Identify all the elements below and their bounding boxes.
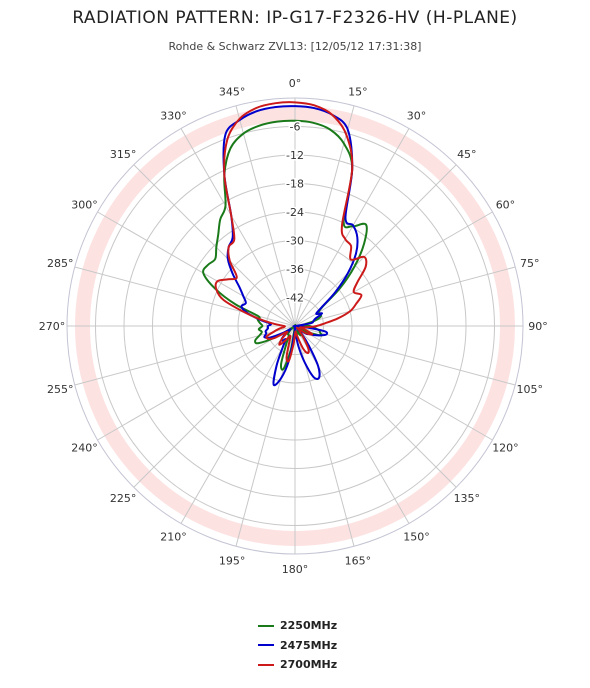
grid-spoke [294, 164, 457, 327]
series-line-2475MHz [222, 105, 359, 387]
angle-tick-label: 345° [219, 85, 246, 98]
legend-label: 2250MHz [280, 619, 338, 633]
grid-spoke [294, 266, 516, 327]
radial-tick-label: -30 [286, 235, 304, 248]
grid-spoke [133, 325, 296, 488]
angle-tick-label: 285° [47, 257, 74, 270]
radial-tick-label: -24 [286, 206, 304, 219]
grid-spoke [294, 325, 493, 441]
angle-tick-label: 120° [492, 442, 519, 455]
angle-tick-label: 225° [110, 492, 137, 505]
legend-label: 2700MHz [280, 658, 338, 672]
series-line-2700MHz [214, 101, 368, 363]
grid-spoke [97, 211, 296, 327]
angle-tick-label: 15° [348, 85, 368, 98]
angle-tick-label: 0° [289, 77, 302, 90]
angle-tick-label: 45° [457, 148, 477, 161]
grid-spoke [235, 325, 296, 547]
legend: 2250MHz 2475MHz 2700MHz [258, 616, 337, 675]
legend-item[interactable]: 2700MHz [258, 655, 337, 675]
angle-tick-label: 135° [454, 492, 481, 505]
angle-tick-label: 60° [496, 199, 516, 212]
radial-tick-label: -36 [286, 263, 304, 276]
angle-tick-label: 165° [345, 555, 372, 568]
grid-spoke [74, 266, 296, 327]
angle-tick-label: 180° [282, 563, 309, 576]
angle-tick-label: 270° [39, 320, 66, 333]
grid-spoke [294, 325, 457, 488]
angle-tick-label: 30° [407, 110, 427, 123]
angle-tick-label: 210° [160, 530, 187, 543]
angle-tick-label: 315° [110, 148, 137, 161]
legend-item[interactable]: 2250MHz [258, 616, 337, 636]
grid-spoke [294, 211, 493, 327]
legend-swatch [258, 644, 274, 647]
grid-spoke [97, 325, 296, 441]
grid-spoke [133, 164, 296, 327]
radial-tick-label: -6 [290, 121, 301, 134]
radial-tick-label: -42 [286, 292, 304, 305]
angle-tick-label: 105° [516, 383, 543, 396]
legend-item[interactable]: 2475MHz [258, 636, 337, 656]
angle-tick-label: 240° [71, 442, 98, 455]
grid-spoke [74, 325, 296, 386]
angle-tick-label: 150° [403, 530, 430, 543]
angle-tick-label: 330° [160, 110, 187, 123]
grid-spoke [235, 105, 296, 327]
radial-tick-label: -12 [286, 149, 304, 162]
radial-tick-label: -18 [286, 178, 304, 191]
legend-label: 2475MHz [280, 638, 338, 652]
grid-spoke [180, 128, 296, 327]
angle-tick-label: 195° [219, 555, 246, 568]
angle-tick-label: 300° [71, 199, 98, 212]
angle-tick-label: 255° [47, 383, 74, 396]
chart-title: RADIATION PATTERN: IP-G17-F2326-HV (H-PL… [72, 8, 518, 28]
grid-spoke [294, 325, 410, 524]
grid-spoke [180, 325, 296, 524]
angle-tick-label: 75° [520, 257, 540, 270]
grid-spoke [294, 325, 516, 386]
legend-swatch [258, 663, 274, 666]
chart-subtitle: Rohde & Schwarz ZVL13: [12/05/12 17:31:3… [168, 40, 422, 53]
legend-swatch [258, 624, 274, 627]
angle-tick-label: 90° [528, 320, 548, 333]
